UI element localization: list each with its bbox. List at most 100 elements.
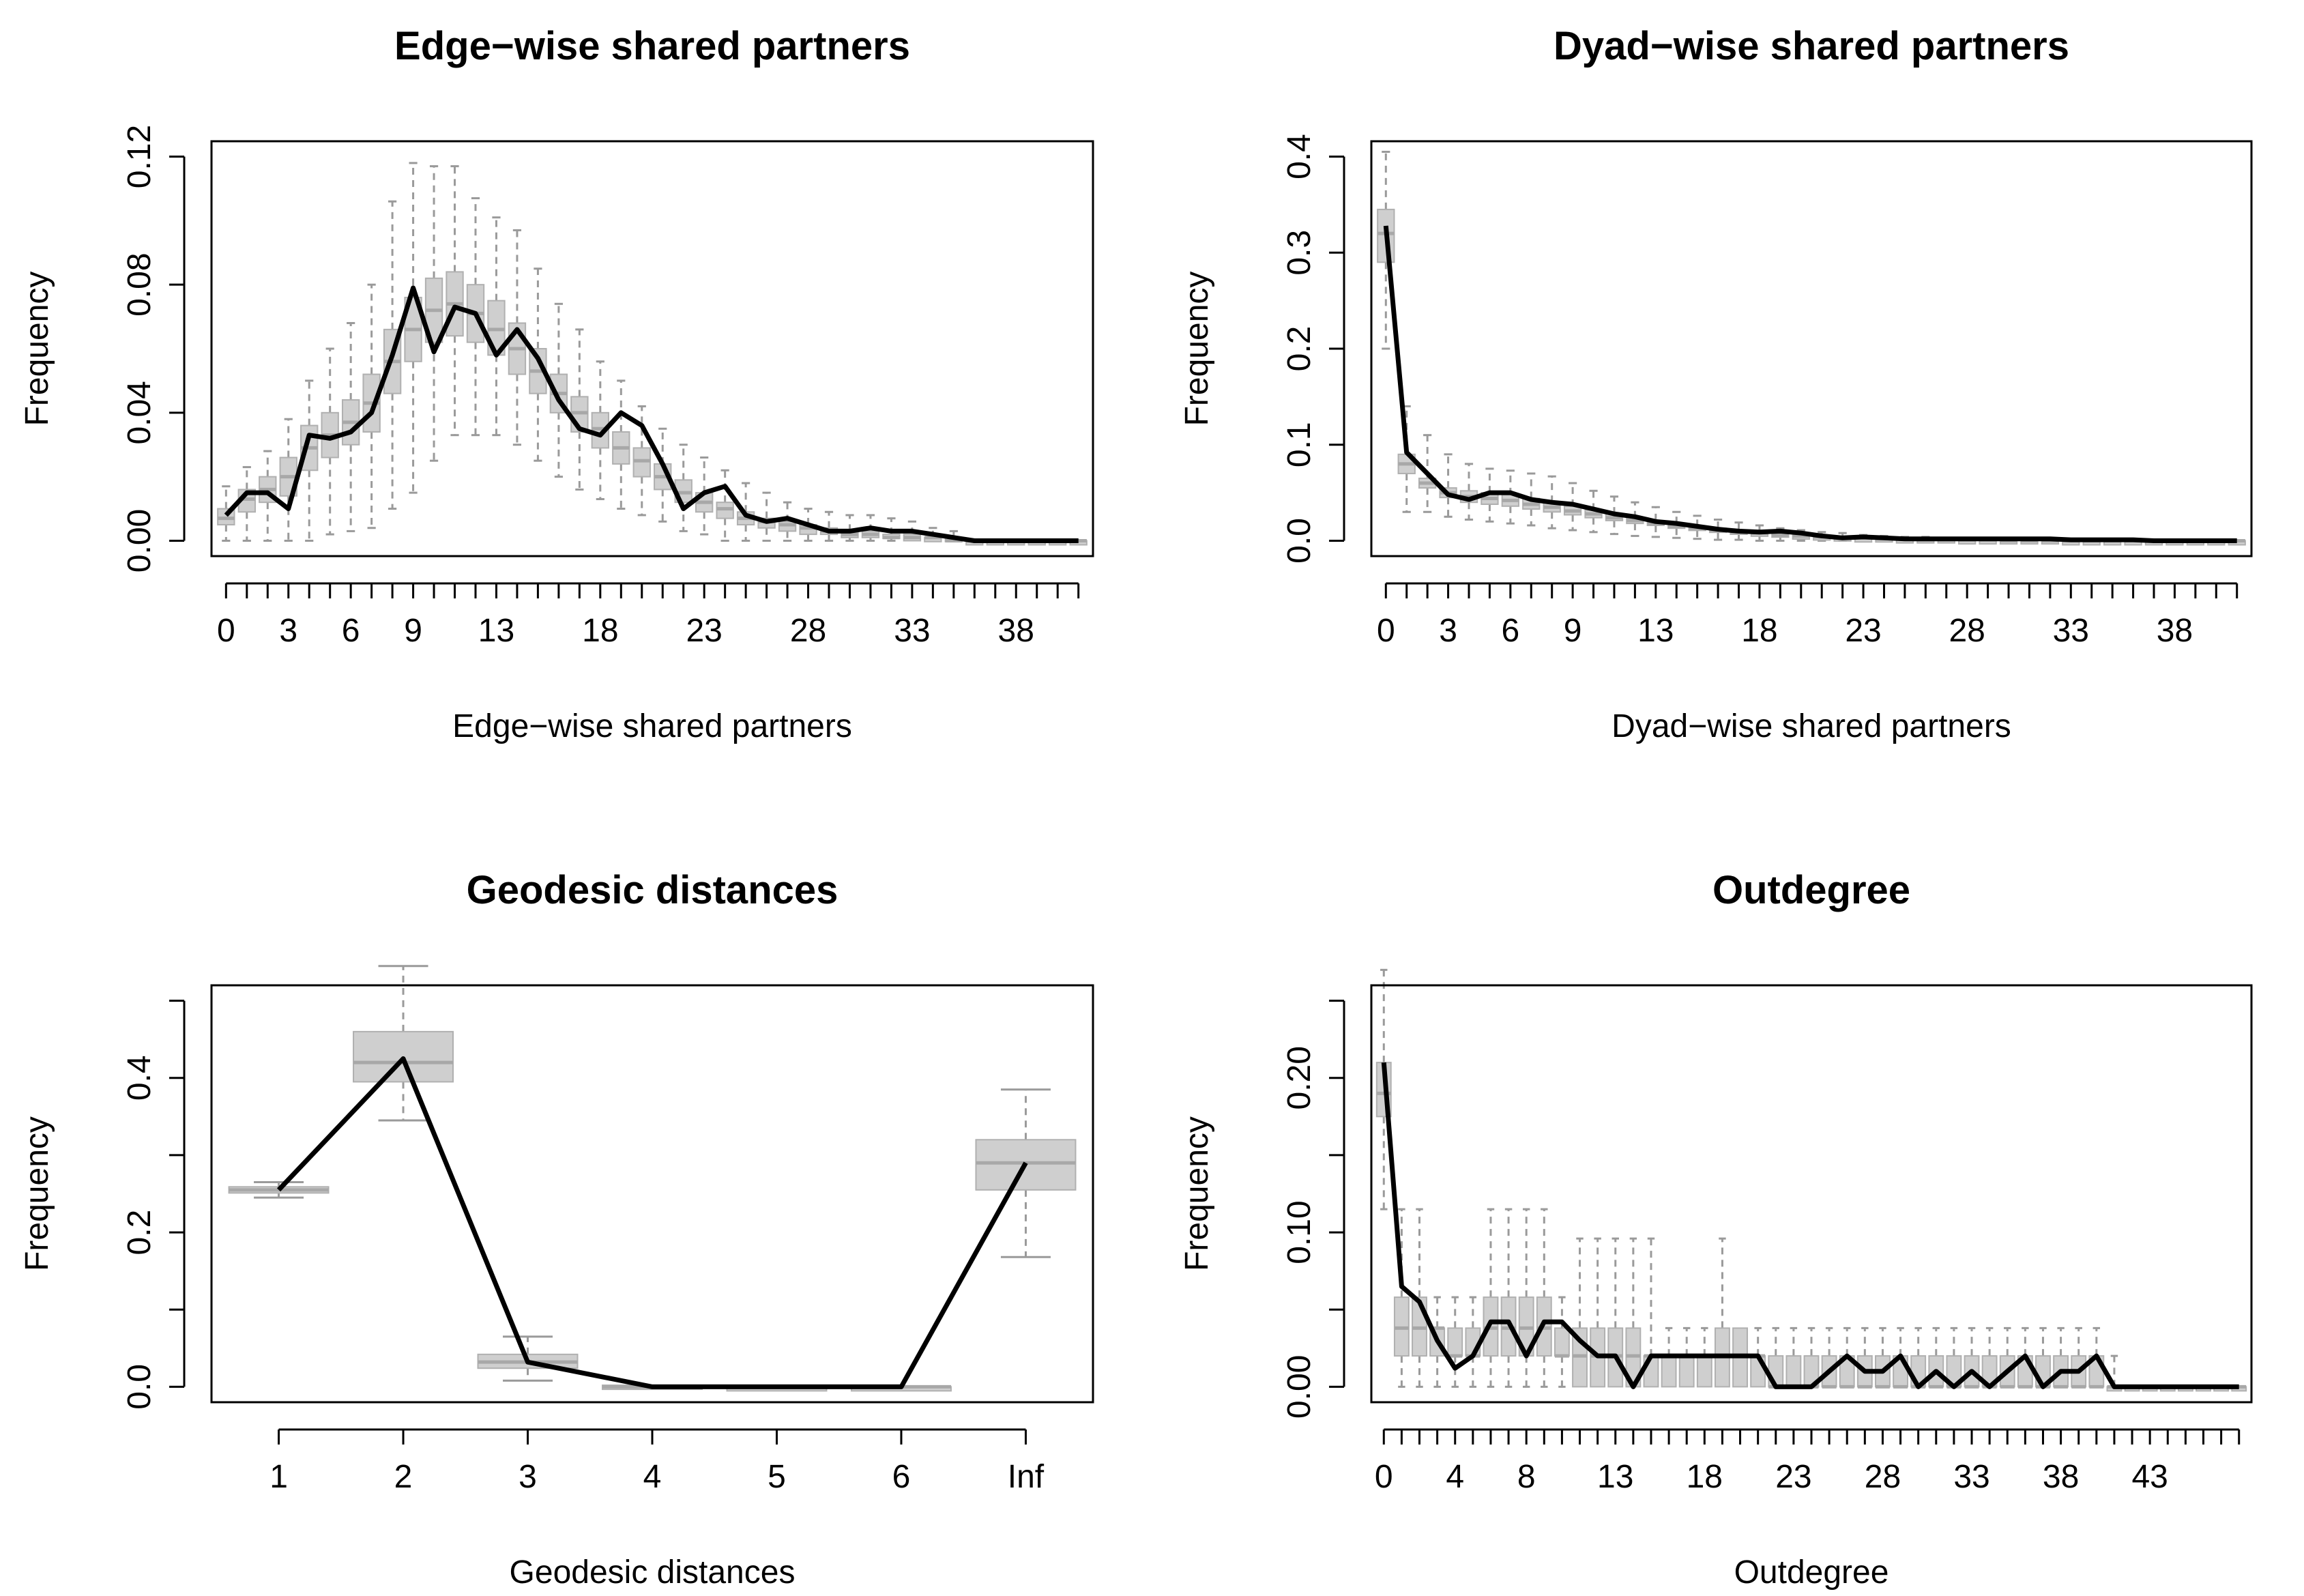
box-5 — [321, 347, 339, 536]
box-11 — [446, 165, 464, 437]
x-tick-label: 4 — [1446, 1459, 1464, 1495]
box-28 — [1875, 1326, 1891, 1389]
y-tick-label: 0.20 — [1281, 1046, 1317, 1109]
x-tick-label: 23 — [1845, 613, 1881, 649]
box-4 — [1459, 463, 1478, 521]
x-tick-label: 0 — [217, 613, 235, 649]
plot-frame — [1370, 140, 2253, 557]
x-tick-label: 6 — [342, 613, 360, 649]
box-iqr — [1447, 1327, 1463, 1357]
box-39 — [2071, 1326, 2087, 1389]
x-tick-label: 18 — [1687, 1459, 1723, 1495]
box-23 — [1785, 1326, 1802, 1389]
box-34 — [1981, 1326, 1998, 1389]
y-tick-label: 0.2 — [1281, 326, 1317, 372]
box-17 — [1678, 1326, 1695, 1388]
x-tick-label: 23 — [686, 613, 722, 649]
box-32 — [1946, 1326, 1962, 1389]
x-tick-label: Inf — [1008, 1459, 1045, 1495]
chart-panel-1: Edge−wise shared partners Edge−wise share… — [19, 24, 1094, 744]
box-29 — [819, 510, 839, 542]
box-17 — [570, 328, 589, 491]
x-tick-label: 6 — [1501, 613, 1519, 649]
chart-panel-3: Geodesic distances Geodesic distances Freq… — [19, 868, 1094, 1591]
x-axis-label: Outdegree — [1734, 1554, 1889, 1591]
x-tick-label: 13 — [478, 613, 514, 649]
box-6 — [1483, 1208, 1499, 1388]
x-tick-label: 8 — [1517, 1459, 1536, 1495]
x-tick-label: 0 — [1375, 1459, 1393, 1495]
x-tick-label: 9 — [1564, 613, 1582, 649]
x-tick-label: 33 — [894, 613, 930, 649]
plot-frame — [210, 140, 1094, 557]
x-tick-label: 38 — [2157, 613, 2193, 649]
box-22 — [674, 444, 692, 532]
y-tick-label: 0.3 — [1281, 230, 1317, 276]
y-axis-label: Frequency — [1179, 1116, 1215, 1271]
observed-line — [1383, 225, 2237, 543]
box-11 — [1572, 1237, 1588, 1388]
chart-title: Edge−wise shared partners — [394, 24, 910, 68]
box-27 — [1856, 1326, 1873, 1389]
box-12 — [1590, 1237, 1606, 1388]
x-tick-label: 3 — [1439, 613, 1457, 649]
y-tick-label: 0.4 — [1281, 134, 1317, 179]
y-tick-label: 0.4 — [121, 1055, 158, 1101]
x-tick-label: 13 — [1637, 613, 1674, 649]
box-24 — [1803, 1326, 1820, 1389]
y-axis-label: Frequency — [19, 1116, 55, 1271]
box-7 — [362, 283, 381, 529]
box-26 — [757, 491, 776, 542]
x-tick-label: 38 — [998, 613, 1034, 649]
y-tick-label: 0.00 — [1281, 1355, 1317, 1419]
x-tick-label: 9 — [404, 613, 422, 649]
chart-title: Outdegree — [1712, 868, 1910, 912]
x-axis-label: Dyad−wise shared partners — [1612, 708, 2011, 744]
chart-title: Geodesic distances — [467, 868, 839, 912]
box-iqr — [1696, 1355, 1712, 1388]
box-20 — [632, 405, 651, 517]
box-8 — [1518, 1208, 1534, 1388]
y-tick-label: 0.0 — [121, 1364, 158, 1410]
x-tick-label: 23 — [1775, 1459, 1811, 1495]
plot-frame — [210, 984, 1094, 1404]
x-tick-label: 1 — [269, 1459, 288, 1495]
x-tick-label: 33 — [1953, 1459, 1989, 1495]
plot-frame — [1370, 984, 2253, 1404]
box-33 — [903, 520, 922, 542]
box-iqr — [1554, 1327, 1570, 1357]
box-24 — [716, 469, 734, 542]
box-Inf — [975, 1088, 1077, 1258]
x-tick-label: 28 — [1865, 1459, 1901, 1495]
x-axis-label: Edge−wise shared partners — [452, 708, 852, 744]
x-tick-label: 6 — [892, 1459, 911, 1495]
x-tick-label: 18 — [1741, 613, 1777, 649]
box-10 — [424, 165, 443, 462]
y-tick-label: 0.2 — [121, 1210, 158, 1256]
observed-line — [1381, 1062, 2239, 1389]
x-axis-label: Geodesic distances — [510, 1554, 796, 1591]
y-axis-label: Frequency — [1179, 272, 1215, 426]
x-tick-label: 28 — [1949, 613, 1985, 649]
y-tick-label: 0.12 — [121, 125, 158, 188]
x-tick-label: 38 — [2043, 1459, 2079, 1495]
box-9 — [1536, 1208, 1552, 1388]
y-tick-label: 0.00 — [121, 509, 158, 572]
x-tick-label: 28 — [790, 613, 826, 649]
box-2 — [1412, 1208, 1427, 1388]
box-1 — [228, 1181, 330, 1199]
box-14 — [1625, 1237, 1642, 1388]
observed-line — [224, 285, 1079, 543]
box-9 — [404, 162, 422, 494]
y-tick-label: 0.10 — [1281, 1200, 1317, 1264]
box-14 — [508, 229, 527, 446]
chart-title: Dyad−wise shared partners — [1554, 24, 2069, 68]
observed-line — [276, 1056, 1028, 1389]
box-6 — [341, 321, 360, 532]
box-10 — [1554, 1296, 1570, 1388]
box-iqr — [1785, 1355, 1802, 1388]
box-19 — [612, 379, 630, 510]
y-tick-label: 0.04 — [121, 381, 158, 444]
x-tick-label: 2 — [394, 1459, 413, 1495]
box-iqr — [1661, 1355, 1677, 1388]
